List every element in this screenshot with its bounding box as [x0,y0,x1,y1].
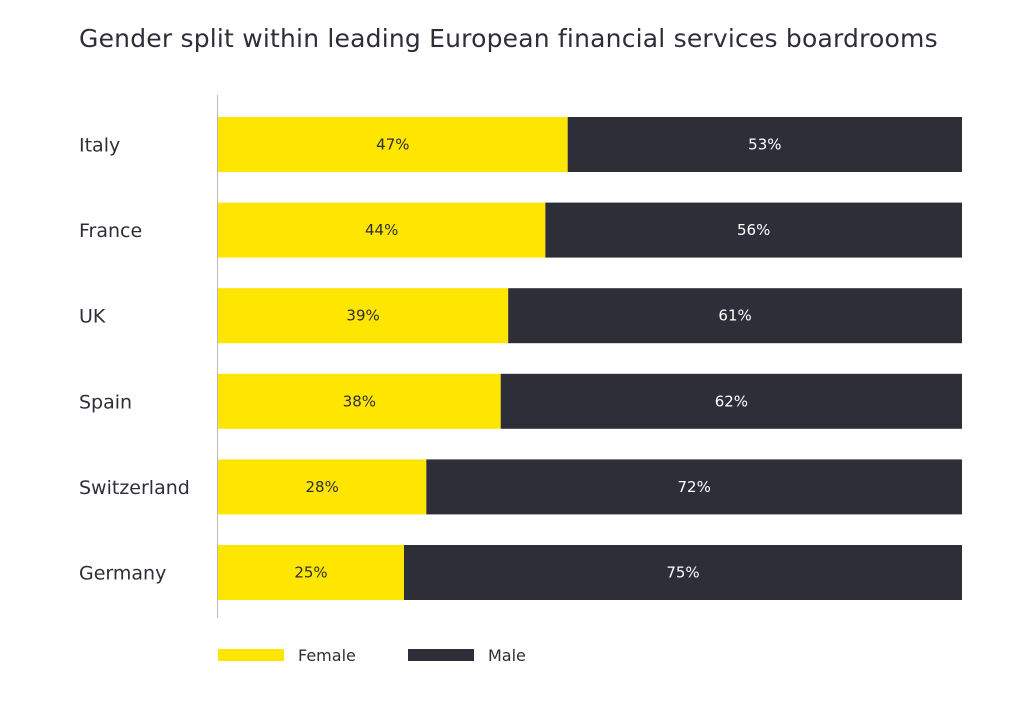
category-label-france: France [79,220,142,242]
category-label-italy: Italy [79,135,120,157]
data-label-france-male: 56% [737,221,770,239]
legend-label-male: Male [488,646,526,665]
legend-swatch-male [408,649,474,661]
data-label-switzerland-female: 28% [305,478,338,496]
bars-layer: Italy 47% 53% France 44% 56% UK 39% 61% Spain 38% 6… [79,117,962,600]
bar-switzerland-female [218,459,427,515]
bar-switzerland-male [426,459,962,515]
bar-germany-female [218,545,404,600]
bar-spain-female [218,373,501,429]
chart-title: Gender split within leading European fin… [79,24,938,53]
legend-swatch-female [218,649,284,661]
legend-label-female: Female [298,646,356,665]
bar-france-male [545,202,962,258]
data-label-switzerland-male: 72% [677,478,710,496]
data-label-italy-male: 53% [748,136,781,154]
bar-uk-male [508,288,962,344]
category-label-switzerland: Switzerland [79,477,190,499]
data-label-uk-male: 61% [718,307,751,325]
bar-france-female [218,202,546,258]
data-label-germany-male: 75% [666,564,699,582]
category-label-germany: Germany [79,563,166,585]
data-label-uk-female: 39% [346,307,379,325]
category-label-spain: Spain [79,391,132,413]
data-label-spain-female: 38% [343,392,376,410]
bar-italy-female [218,117,568,172]
data-label-france-female: 44% [365,221,398,239]
data-label-spain-male: 62% [715,392,748,410]
data-label-italy-female: 47% [376,136,409,154]
category-label-uk: UK [79,306,106,328]
bar-spain-male [500,373,962,429]
legend: Female Male [218,646,526,665]
bar-italy-male [567,117,962,172]
bar-germany-male [404,545,962,600]
bar-uk-female [218,288,509,344]
data-label-germany-female: 25% [294,564,327,582]
